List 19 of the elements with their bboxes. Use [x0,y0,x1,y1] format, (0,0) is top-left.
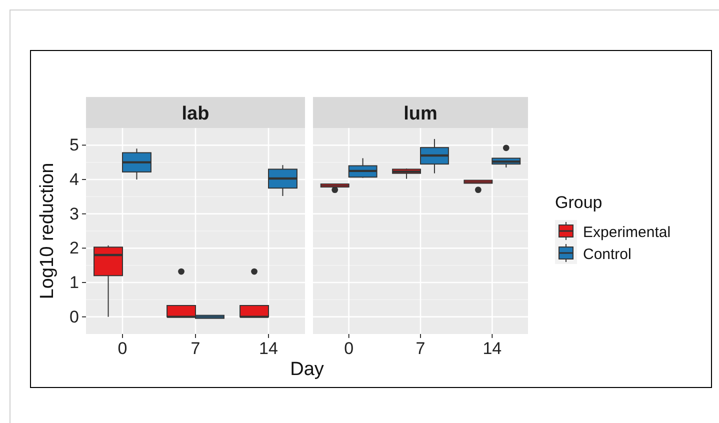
y-tick-label: 1 [70,272,79,292]
y-tick-label: 3 [70,204,79,224]
chart-title: lum [404,104,438,124]
x-tick-label: 0 [344,339,354,358]
chart-title: lab [182,104,210,124]
x-tick-label: 14 [259,339,278,358]
y-tick-label: 5 [70,136,79,155]
y-tick-label: 2 [70,238,79,258]
y-axis-title: Log10 reduction [37,162,58,300]
x-tick-label: 0 [118,339,128,358]
legend-label: Control [583,246,632,263]
x-tick-label: 7 [190,339,200,358]
x-tick-label: 7 [416,339,426,358]
legend-title: Group [555,193,602,212]
y-tick-label: 4 [70,170,79,189]
y-tick-label: 0 [70,307,79,326]
x-axis-title: Day [290,359,324,380]
x-tick-label: 14 [482,339,502,358]
legend-label: Experimental [583,224,671,241]
